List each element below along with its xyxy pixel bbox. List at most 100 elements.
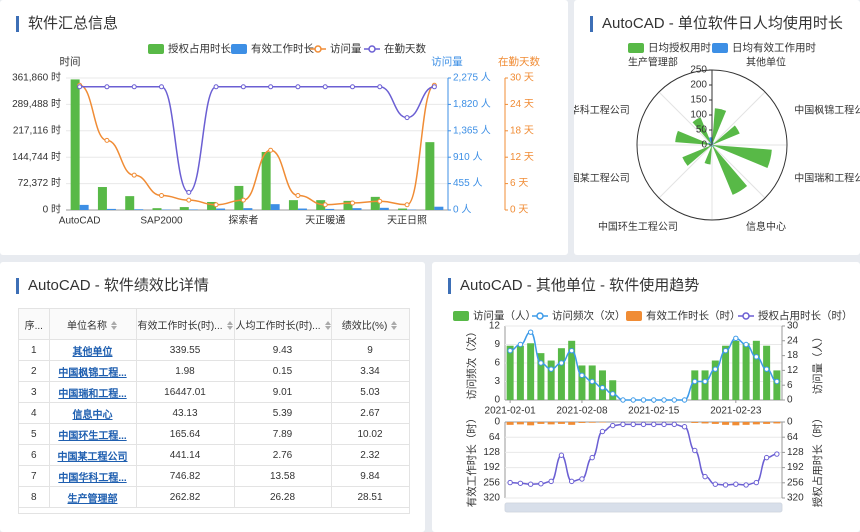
column-title: 序... [24, 320, 43, 332]
legend-swatch[interactable] [368, 45, 376, 53]
trend-panel: AutoCAD - 其他单位 - 软件使用趋势 0 3 6 9 12 访问频次（次） 0 6 1… [432, 262, 860, 532]
legend-swatch[interactable] [628, 43, 644, 53]
bar [691, 422, 699, 423]
legend-label[interactable]: 有效工作时长 [251, 42, 314, 55]
legend-label[interactable]: 访问量（人） [473, 309, 536, 322]
unit-link[interactable]: 中国瑞和工程... [58, 388, 127, 400]
bar [763, 345, 771, 400]
point [589, 378, 595, 385]
unit-link[interactable]: 其他单位 [72, 346, 113, 358]
zoom-handle[interactable] [505, 503, 782, 512]
point [712, 481, 719, 487]
point [753, 354, 760, 360]
x-tick-label: 天正暖通 [305, 214, 345, 227]
legend-label[interactable]: 日均有效工作用时 [732, 41, 816, 54]
legend-label[interactable]: 日均授权用时 [648, 41, 711, 54]
cell-text: 10.02 [357, 428, 383, 440]
table-cell: 339.55 [136, 339, 235, 361]
bar [343, 200, 353, 210]
column-title: 有效工作时长(时)... [137, 320, 223, 332]
axis-title: 访问量（人） [811, 332, 824, 395]
table-cell: 9.43 [234, 339, 332, 361]
legend-swatch[interactable] [742, 312, 750, 320]
cell-text: 4 [30, 407, 37, 419]
y-tick-label: 30 [787, 321, 799, 332]
point [377, 84, 383, 90]
unit-link[interactable]: 生产管理部 [67, 493, 118, 505]
legend-swatch[interactable] [314, 45, 322, 53]
legend-swatch[interactable] [231, 44, 247, 54]
legend-label[interactable]: 有效工作时长（时） [646, 309, 741, 322]
x-tick-label: 2021-02-23 [710, 406, 762, 417]
legend-label[interactable]: 访问量 [330, 42, 362, 55]
category-label: 中国瑞和工程公司 [794, 172, 860, 185]
table-cell: 3 [19, 381, 50, 403]
polar-bar [682, 145, 712, 166]
legend-label[interactable]: 访问频次（次） [552, 309, 626, 322]
legend-label[interactable]: 授权占用时长（时） [758, 309, 853, 322]
bar [722, 345, 730, 400]
point [104, 84, 110, 90]
point [743, 482, 749, 488]
unit-link[interactable]: 中国枫锦工程... [58, 367, 127, 379]
point [640, 397, 647, 403]
cell-text: 1.98 [175, 365, 195, 377]
bar [425, 142, 435, 210]
cell-text: 1 [30, 344, 37, 356]
unit-link[interactable]: 信息中心 [72, 409, 113, 421]
legend-swatch[interactable] [626, 311, 642, 321]
unit-link[interactable]: 中国华科工程... [58, 472, 127, 484]
chart: 日均授权用时 日均有效工作用时 0 50 100 150 200 250 其他单位中国枫锦工程公… [574, 41, 860, 233]
table-cell: 5.39 [234, 402, 332, 424]
sort-icon[interactable] [391, 320, 398, 331]
y-tick-label: 0 天 [510, 205, 528, 216]
point [733, 335, 739, 342]
axis-title: 授权占用时长（时） [811, 413, 824, 508]
column-header[interactable]: 绩效比(%) [331, 309, 410, 340]
column-header[interactable]: 单位名称 [49, 309, 137, 340]
panel-title: AutoCAD - 软件绩效比详情 [16, 278, 209, 294]
column-header[interactable]: 有效工作时长(时)... [136, 309, 235, 340]
table-row: 6 中国某工程公司 441.14 2.76 2.32 [19, 444, 410, 466]
sort-icon[interactable] [111, 320, 118, 331]
point [186, 197, 192, 203]
y-tick-label: 910 人 [453, 151, 482, 163]
split-line [711, 91, 766, 146]
y-tick-label: 128 [483, 447, 500, 458]
point [322, 202, 328, 208]
sort-icon[interactable] [324, 320, 330, 331]
cell-text: 9.84 [360, 470, 380, 482]
point [589, 454, 595, 461]
legend-label[interactable]: 授权占用时长 [168, 42, 231, 55]
bar [691, 370, 699, 400]
legend-swatch[interactable] [536, 312, 544, 320]
summary-panel: 软件汇总信息 0 时 72,372 时 144,744 时 217,116 时 289,… [0, 0, 568, 255]
table-row: 2 中国枫锦工程... 1.98 0.15 3.34 [19, 360, 410, 382]
legend-swatch[interactable] [148, 44, 164, 54]
point [404, 115, 410, 121]
point [507, 479, 513, 486]
legend-swatch[interactable] [453, 311, 469, 321]
r-tick-label: 150 [690, 95, 707, 106]
legend-swatch[interactable] [712, 43, 728, 53]
column-title: 单位名称 [67, 320, 107, 332]
y-tick-label: 0 [494, 417, 500, 428]
cell-text: 0.15 [272, 365, 293, 377]
bar [297, 208, 307, 210]
point [620, 397, 626, 403]
bar [578, 365, 586, 400]
legend-label[interactable]: 在勤天数 [384, 42, 426, 55]
unit-link[interactable]: 中国某工程公司 [57, 451, 128, 463]
column-header[interactable]: 人均工作时长(时)... [234, 309, 332, 340]
bar [243, 208, 253, 210]
cell-text: 5.39 [272, 407, 293, 419]
table-cell: 9.84 [331, 465, 410, 487]
polar-bar [675, 130, 712, 145]
sort-down [111, 326, 117, 331]
polar-bar [712, 108, 727, 145]
table-cell: 2.67 [331, 402, 410, 424]
sort-icon[interactable] [226, 320, 234, 331]
table-cell: 0.15 [234, 360, 332, 382]
sort-up [111, 321, 117, 326]
unit-link[interactable]: 中国环生工程... [58, 430, 127, 442]
